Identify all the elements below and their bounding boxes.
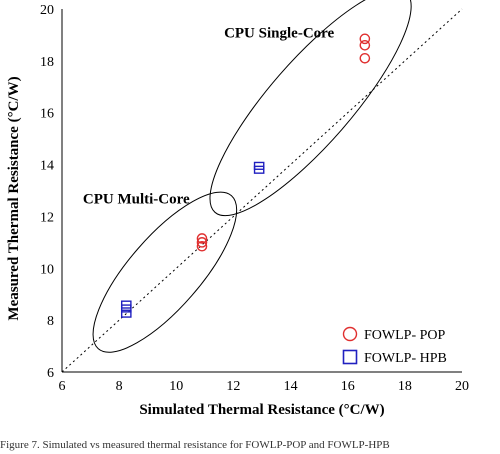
- x-tick-label: 16: [341, 379, 355, 394]
- x-tick-label: 20: [455, 379, 469, 394]
- legend-marker: [342, 326, 358, 342]
- legend-label: FOWLP- HPB: [364, 351, 447, 366]
- x-axis-title: Simulated Thermal Resistance (°C/W): [139, 402, 384, 418]
- legend-marker: [342, 349, 358, 365]
- data-point-hpb: [120, 309, 132, 318]
- data-point-pop: [196, 233, 208, 244]
- y-tick-label: 14: [40, 159, 54, 174]
- y-tick-label: 8: [47, 314, 54, 329]
- group-annotation: CPU Multi-Core: [83, 191, 190, 207]
- data-points: [120, 33, 371, 318]
- group-ellipses: [92, 0, 412, 353]
- x-tick-label: 8: [116, 379, 123, 394]
- data-point-pop: [359, 33, 371, 45]
- data-point-hpb: [253, 161, 265, 170]
- data-point-pop: [359, 40, 371, 51]
- group-ellipse: [92, 191, 238, 353]
- y-tick-label: 10: [40, 262, 54, 277]
- figure-caption: Figure 7. Simulated vs measured thermal …: [0, 439, 390, 451]
- data-point-pop: [196, 240, 208, 252]
- legend-label: FOWLP- POP: [364, 328, 446, 343]
- legend: FOWLP- POP FOWLP- HPB: [342, 326, 447, 366]
- y-tick-label: 6: [47, 366, 54, 381]
- x-tick-label: 18: [398, 379, 412, 394]
- x-tick-label: 12: [226, 379, 240, 394]
- data-point-hpb: [120, 300, 132, 309]
- x-tick-label: 6: [59, 379, 66, 394]
- annotations: CPU Single-Core CPU Multi-Core: [83, 26, 335, 208]
- group-annotation: CPU Single-Core: [224, 26, 334, 42]
- tick-labels: 6 8 10 12 14 16 18 20 6 8 10 12 14 16 18 20: [40, 3, 469, 394]
- data-point-pop: [359, 52, 371, 64]
- y-tick-label: 16: [40, 107, 54, 122]
- y-tick-label: 12: [40, 210, 54, 225]
- x-tick-label: 14: [284, 379, 298, 394]
- data-point-pop: [196, 237, 208, 248]
- x-tick-label: 10: [169, 379, 183, 394]
- y-tick-label: 20: [40, 3, 54, 18]
- y-axis-title: Measured Thermal Resistance (°C/W): [6, 76, 22, 320]
- group-ellipse: [209, 0, 412, 217]
- y-tick-label: 18: [40, 55, 54, 70]
